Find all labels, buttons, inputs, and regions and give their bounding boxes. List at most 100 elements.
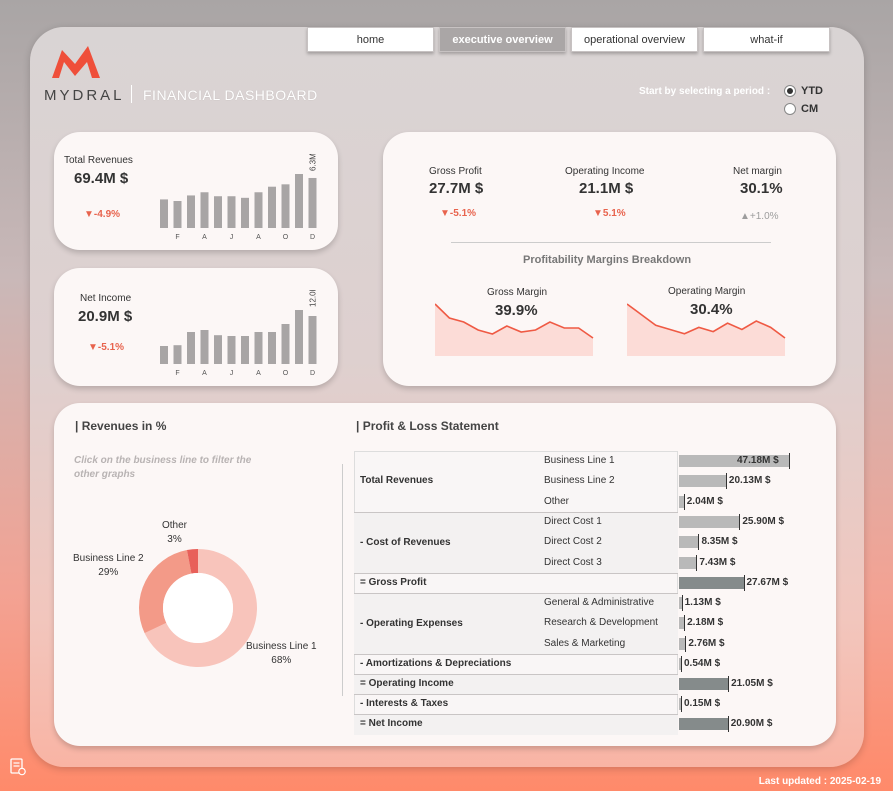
last-updated: Last updated : 2025-02-19: [758, 776, 881, 787]
month-bar: [281, 324, 290, 364]
donut-label-bl2: Business Line 2 29%: [73, 553, 144, 578]
period-cm-radio[interactable]: CM: [784, 103, 818, 115]
pl-row[interactable]: 0.15M $: [354, 694, 834, 714]
pl-value-bar: [679, 658, 681, 670]
pl-row-item: Direct Cost 1: [544, 516, 602, 527]
month-bar: [295, 310, 303, 364]
pl-value-bar: [679, 597, 682, 609]
pl-value-bar-end: [696, 555, 698, 571]
donut-label-bl2-pct: 29%: [98, 567, 119, 578]
margin-area: [435, 304, 593, 356]
month-bar: [241, 197, 249, 228]
net-margin-title: Net margin: [733, 166, 782, 177]
month-tick-label: D: [310, 370, 315, 377]
pl-row[interactable]: Direct Cost 3 7.43M $: [354, 553, 834, 573]
pl-row[interactable]: Business Line 2 20.13M $: [354, 471, 834, 491]
kpi-delta: ▼-4.9%: [84, 209, 121, 220]
operating-margin-title: Operating Margin: [668, 286, 746, 297]
pl-group-gross-profit[interactable]: = Gross Profit: [354, 573, 678, 593]
pl-row[interactable]: 0.54M $: [354, 654, 834, 674]
pl-value-bar: [679, 638, 686, 650]
net-margin-value: 30.1%: [740, 180, 783, 197]
pl-value-bar-end: [725, 473, 727, 489]
pl-value-label: 20.90M $: [730, 718, 773, 729]
pl-value-bar-end: [698, 534, 700, 550]
pl-value-bar: [679, 536, 699, 548]
pl-row-item: Other: [544, 496, 570, 507]
month-tick-label: J: [230, 370, 234, 377]
pl-value-label: 0.54M $: [684, 658, 721, 669]
kpi-title: Net Income: [80, 293, 132, 304]
pl-value-bar-end: [685, 636, 687, 652]
donut-slice-business-line-1[interactable]: [144, 549, 257, 667]
tab-executive-overview[interactable]: executive overview: [439, 27, 566, 52]
pl-row[interactable]: 27.67M $: [354, 573, 834, 593]
pl-group-total-revenues[interactable]: Total Revenues: [354, 451, 678, 512]
pl-row[interactable]: 20.90M $: [354, 714, 834, 734]
pl-group-interests-taxes[interactable]: - Interests & Taxes: [354, 694, 678, 714]
donut-label-bl1-name: Business Line 1: [246, 641, 317, 652]
donut-label-other-pct: 3%: [167, 534, 182, 545]
pl-group-cost-of-revenues[interactable]: - Cost of Revenues: [354, 512, 678, 573]
margin-line: [626, 303, 786, 339]
pl-group-operating-income[interactable]: = Operating Income: [354, 674, 678, 694]
gross-margin-trend-chart: [434, 292, 595, 363]
month-bar: [254, 332, 263, 364]
pl-group-label: Total Revenues: [360, 475, 434, 486]
pl-value-label: 7.43M $: [699, 557, 736, 568]
period-ytd-radio[interactable]: YTD: [784, 85, 823, 97]
pl-value-bar-end: [789, 453, 790, 469]
report-icon[interactable]: [10, 758, 26, 781]
pl-value-bar: [679, 455, 789, 467]
pl-group-operating-expenses[interactable]: - Operating Expenses: [354, 593, 678, 654]
pl-row-item: Business Line 1: [544, 455, 615, 466]
pl-row-item: Business Line 2: [544, 475, 615, 486]
pl-value-label: 47.18M $: [737, 455, 779, 466]
pl-value-bar-end: [681, 595, 683, 611]
pl-row[interactable]: Sales & Marketing 2.76M $: [354, 634, 834, 654]
pl-row[interactable]: Direct Cost 2 8.35M $: [354, 532, 834, 552]
pl-row[interactable]: Direct Cost 1 25.90M $: [354, 512, 834, 532]
donut-slice-business-line-2[interactable]: [139, 550, 192, 634]
pl-value-bar-end: [728, 676, 730, 692]
net-income-card[interactable]: Net Income 20.9M $ ▼-5.1% F A J A O D 12.0M$: [54, 268, 338, 386]
month-tick-label: A: [256, 370, 261, 377]
pl-value-bar: [679, 678, 729, 690]
month-bar: [187, 332, 195, 364]
profitability-card: Gross Profit 27.7M $ ▼-5.1% Operating In…: [383, 132, 836, 386]
pl-value-bar-end: [684, 615, 686, 631]
pl-value-label: 0.15M $: [684, 698, 721, 709]
pl-opex-bg: [354, 593, 678, 654]
tab-operational-overview[interactable]: operational overview: [571, 27, 698, 52]
pl-row-item: Direct Cost 2: [544, 536, 602, 547]
pl-group-amortizations[interactable]: - Amortizations & Depreciations: [354, 654, 678, 674]
month-bar: [200, 330, 209, 364]
tab-what-if[interactable]: what-if: [703, 27, 830, 52]
margin-line: [434, 303, 594, 339]
revenues-donut-chart[interactable]: [138, 548, 258, 673]
pl-row[interactable]: Research & Development 2.18M $: [354, 613, 834, 633]
pl-value-label: 1.13M $: [684, 597, 721, 608]
mydral-logo: [44, 44, 106, 80]
pl-value-label: 25.90M $: [742, 516, 785, 527]
pl-group-label: = Gross Profit: [360, 577, 427, 588]
kpi-delta: ▼-5.1%: [88, 342, 125, 353]
operating-income-title: Operating Income: [565, 166, 645, 177]
pl-group-net-income[interactable]: = Net Income: [354, 714, 678, 735]
month-bar: [241, 336, 249, 364]
pl-value-bar: [679, 475, 726, 487]
pl-row[interactable]: General & Administrative 1.13M $: [354, 593, 834, 613]
pl-value-label: 8.35M $: [701, 536, 738, 547]
donut-slice-other[interactable]: [186, 549, 198, 574]
revenues-pct-title: | Revenues in %: [75, 419, 167, 433]
pl-row[interactable]: Business Line 1 47.18M $: [354, 451, 834, 471]
pl-row[interactable]: 21.05M $: [354, 674, 834, 694]
tab-home[interactable]: home: [307, 27, 434, 52]
last-bar-data-label: 12.0M$: [309, 290, 318, 307]
pl-row[interactable]: Other 2.04M $: [354, 492, 834, 512]
month-tick-label: A: [202, 370, 207, 377]
pl-value-bar-end: [739, 514, 741, 530]
pl-row-item: Direct Cost 3: [544, 557, 602, 568]
total-revenues-card[interactable]: Total Revenues 69.4M $ ▼-4.9% F A J A O D 6.3M…: [54, 132, 338, 250]
pl-value-bar: [679, 496, 684, 508]
